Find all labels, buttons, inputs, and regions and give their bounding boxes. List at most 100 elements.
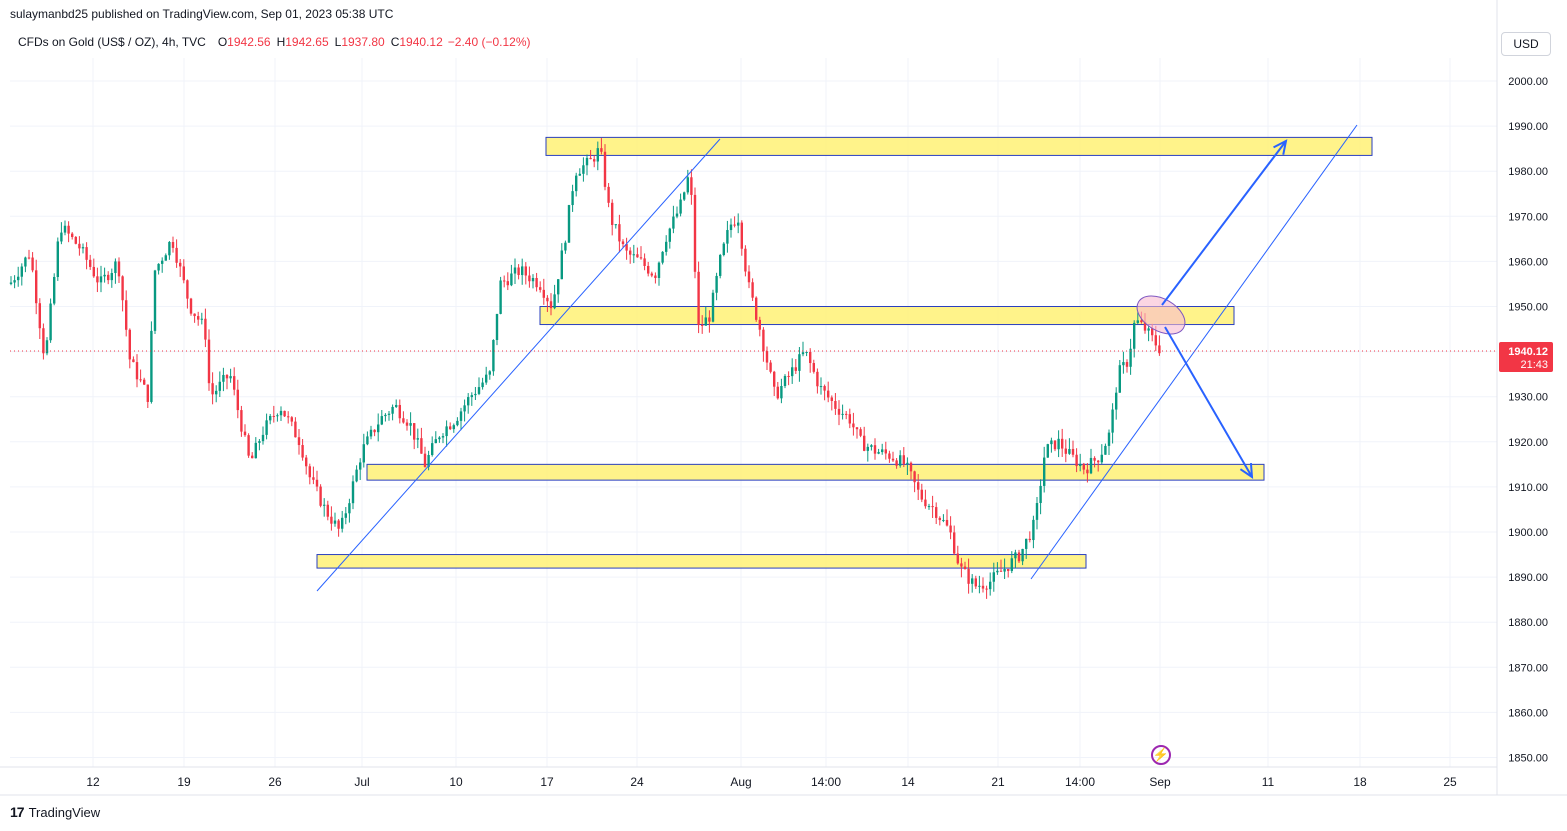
x-tick-label: 12 — [86, 775, 100, 789]
candle-body — [265, 420, 268, 435]
x-tick-label: 18 — [1353, 775, 1367, 789]
candle-body — [168, 242, 171, 256]
candle-body — [863, 435, 866, 451]
candle-body — [222, 374, 225, 382]
candle-body — [384, 414, 387, 417]
candle-body — [1154, 335, 1157, 346]
candle-body — [373, 429, 376, 433]
candle-body — [751, 282, 754, 298]
change-value: −2.40 (−0.12%) — [447, 35, 531, 49]
candle-body — [261, 434, 265, 442]
candle-body — [895, 460, 898, 466]
candle-body — [81, 247, 85, 249]
candle-body — [135, 362, 139, 380]
candle-body — [164, 255, 167, 261]
currency-button[interactable]: USD — [1501, 32, 1551, 56]
x-tick-label: 21 — [991, 775, 1005, 789]
candle-body — [420, 438, 423, 454]
candle-body — [333, 520, 337, 524]
candle-body — [729, 224, 733, 231]
candle-body — [891, 458, 895, 461]
candle-body — [186, 280, 189, 299]
candle-body — [38, 303, 41, 329]
candle-body — [1061, 438, 1064, 449]
open-label: O — [217, 35, 228, 49]
x-tick-label: 19 — [177, 775, 191, 789]
candle-body — [524, 266, 527, 276]
candle-body — [272, 415, 275, 417]
lightning-event-icon[interactable]: ⚡ — [1151, 745, 1171, 765]
candle-body — [787, 375, 790, 377]
candle-body — [953, 532, 956, 554]
candle-body — [708, 317, 711, 322]
candle-body — [575, 175, 578, 192]
candle-body — [546, 297, 549, 302]
y-tick-label: 1910.00 — [1508, 482, 1548, 494]
sr-zone — [539, 306, 1235, 326]
candle-body — [632, 254, 635, 256]
candle-body — [668, 228, 671, 242]
candle-body — [1003, 568, 1006, 572]
x-tick-label: Jul — [354, 775, 369, 789]
high-value: 1942.65 — [285, 35, 329, 49]
candle-body — [287, 416, 290, 418]
candle-body — [625, 244, 628, 251]
candle-body — [1079, 463, 1082, 467]
bearish-arrow — [1164, 326, 1253, 478]
candle-body — [351, 481, 355, 504]
candle-body — [1118, 365, 1121, 393]
candle-body — [1104, 445, 1107, 455]
candle-body — [323, 504, 326, 506]
candle-body — [981, 585, 985, 589]
candle-body — [452, 425, 455, 430]
candle-body — [121, 276, 124, 301]
highlight-ellipse — [1136, 295, 1186, 335]
candle-body — [866, 446, 869, 451]
candle-body — [1151, 328, 1154, 336]
candle-body — [848, 414, 851, 424]
candle-body — [492, 340, 495, 372]
candle-body — [305, 457, 308, 467]
candle-body — [319, 486, 322, 506]
candle-body — [528, 275, 531, 282]
candle-body — [614, 224, 617, 226]
candle-body — [877, 452, 880, 454]
candle-body — [971, 578, 974, 584]
candle-body — [279, 410, 283, 416]
price-tag-bg — [1499, 342, 1553, 373]
candle-body — [769, 362, 772, 372]
symbol-name[interactable]: CFDs on Gold (US$ / OZ), 4h, TVC — [18, 35, 206, 49]
candle-body — [931, 506, 934, 508]
candle-body — [697, 271, 700, 325]
candle-body — [139, 379, 142, 381]
candle-body — [9, 282, 13, 284]
candle-body — [967, 568, 970, 584]
candle-body — [402, 418, 405, 423]
candle-body — [456, 420, 459, 426]
candle-body — [132, 359, 135, 363]
candle-body — [1068, 448, 1071, 454]
candle-body — [503, 280, 506, 282]
candle-body — [409, 423, 412, 426]
candle-body — [128, 329, 131, 360]
candle-body — [945, 519, 949, 526]
candle-body — [438, 437, 441, 440]
candle-body — [686, 177, 689, 193]
candle-body — [593, 159, 596, 162]
y-tick-label: 1920.00 — [1508, 437, 1548, 449]
candle-body — [909, 462, 913, 472]
y-tick-label: 1970.00 — [1508, 211, 1548, 223]
candle-body — [485, 374, 488, 383]
candle-body — [315, 479, 319, 487]
candle-body — [881, 449, 884, 453]
candle-body — [341, 517, 344, 529]
candle-body — [240, 410, 243, 432]
candle-body — [791, 367, 794, 377]
low-label: L — [334, 35, 342, 49]
candle-body — [45, 340, 49, 354]
candle-body — [992, 572, 995, 582]
candle-body — [215, 390, 218, 395]
candle-body — [366, 436, 369, 445]
candle-body — [470, 395, 473, 398]
